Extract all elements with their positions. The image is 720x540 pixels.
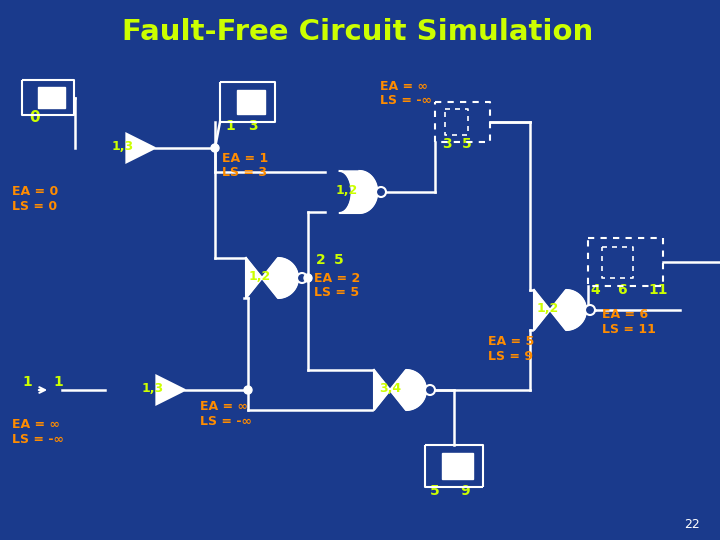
Text: 1,3: 1,3 xyxy=(142,382,164,395)
Polygon shape xyxy=(246,258,298,298)
Circle shape xyxy=(297,273,307,283)
Text: 9: 9 xyxy=(460,484,469,498)
Text: LS = 3: LS = 3 xyxy=(222,166,267,179)
Text: 3: 3 xyxy=(442,137,451,151)
Bar xyxy=(442,453,472,479)
Polygon shape xyxy=(127,134,155,163)
Text: 3: 3 xyxy=(248,119,258,133)
Polygon shape xyxy=(340,171,377,213)
Text: LS = 9: LS = 9 xyxy=(488,350,533,363)
Circle shape xyxy=(585,305,595,315)
Text: 1,3: 1,3 xyxy=(112,140,134,153)
Text: EA = ∞: EA = ∞ xyxy=(12,418,60,431)
Text: 1: 1 xyxy=(22,375,32,389)
Polygon shape xyxy=(534,290,586,330)
Text: 1,2: 1,2 xyxy=(249,270,271,283)
Text: 0: 0 xyxy=(30,110,40,125)
Bar xyxy=(236,90,265,114)
Text: EA = 1: EA = 1 xyxy=(222,152,269,165)
Text: 5: 5 xyxy=(430,484,440,498)
Text: 6: 6 xyxy=(617,283,626,297)
Text: 11: 11 xyxy=(648,283,667,297)
Text: EA = 0: EA = 0 xyxy=(12,185,58,198)
Text: 1,2: 1,2 xyxy=(336,184,358,197)
Circle shape xyxy=(244,386,252,394)
Text: EA = 2: EA = 2 xyxy=(314,272,360,285)
Circle shape xyxy=(304,274,312,282)
Text: 1: 1 xyxy=(225,119,235,133)
Text: EA = 5: EA = 5 xyxy=(488,335,534,348)
Text: LS = -∞: LS = -∞ xyxy=(380,94,432,107)
Circle shape xyxy=(211,144,219,152)
Text: 5: 5 xyxy=(462,137,472,151)
Text: EA = 6: EA = 6 xyxy=(602,308,648,321)
Text: LS = -∞: LS = -∞ xyxy=(12,433,64,446)
Text: 2: 2 xyxy=(316,253,325,267)
Polygon shape xyxy=(374,370,426,410)
Text: 1,2: 1,2 xyxy=(537,302,559,315)
Polygon shape xyxy=(156,376,185,404)
Bar xyxy=(37,86,65,109)
Circle shape xyxy=(425,385,435,395)
Text: 1: 1 xyxy=(53,375,63,389)
Text: LS = 5: LS = 5 xyxy=(314,286,359,299)
Text: LS = -∞: LS = -∞ xyxy=(200,415,252,428)
Text: 22: 22 xyxy=(684,517,700,530)
Text: EA = ∞: EA = ∞ xyxy=(200,400,248,413)
Text: EA = ∞: EA = ∞ xyxy=(380,80,428,93)
Text: 4: 4 xyxy=(590,283,600,297)
Circle shape xyxy=(376,187,386,197)
Text: 3,4: 3,4 xyxy=(379,382,401,395)
Text: 5: 5 xyxy=(334,253,343,267)
Text: LS = 0: LS = 0 xyxy=(12,200,57,213)
Text: LS = 11: LS = 11 xyxy=(602,323,656,336)
Text: Fault-Free Circuit Simulation: Fault-Free Circuit Simulation xyxy=(122,18,593,46)
